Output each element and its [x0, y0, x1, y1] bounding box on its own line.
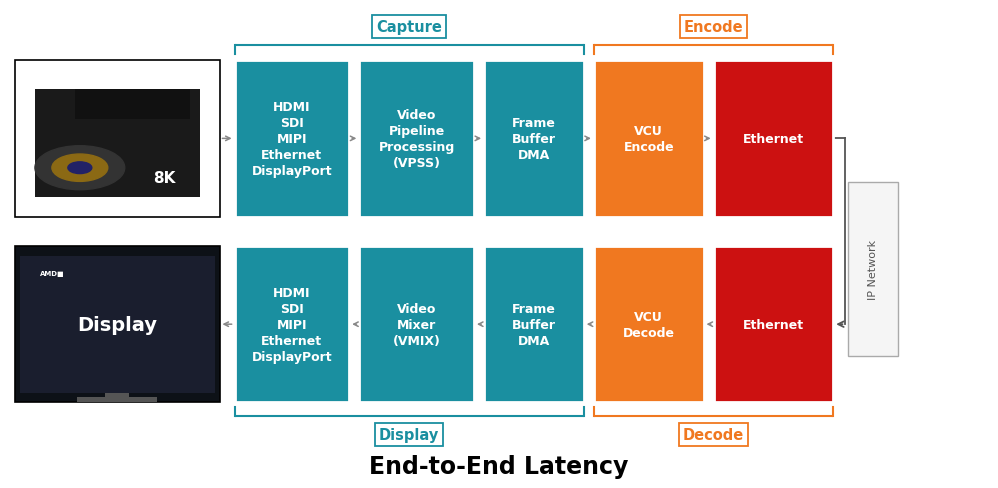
Bar: [484, 61, 584, 217]
Bar: [75, 90, 190, 120]
Circle shape: [52, 155, 108, 182]
Bar: [359, 61, 474, 217]
Text: HDMI
SDI
MIPI
Ethernet
DisplayPort: HDMI SDI MIPI Ethernet DisplayPort: [251, 286, 332, 363]
Bar: [359, 246, 474, 403]
Bar: [35, 90, 200, 198]
Bar: [594, 61, 704, 217]
Bar: [235, 246, 349, 403]
Text: Display: Display: [379, 427, 439, 442]
Bar: [235, 61, 349, 217]
Bar: [77, 397, 157, 403]
Bar: [15, 246, 220, 403]
Bar: [594, 246, 704, 403]
Bar: [106, 393, 130, 403]
Text: Capture: Capture: [376, 20, 442, 35]
Circle shape: [35, 146, 125, 190]
Text: 8K: 8K: [154, 171, 176, 185]
Text: Video
Mixer
(VMIX): Video Mixer (VMIX): [393, 302, 440, 347]
Bar: [714, 246, 833, 403]
Text: Display: Display: [77, 315, 158, 334]
Circle shape: [68, 163, 92, 174]
Text: HDMI
SDI
MIPI
Ethernet
DisplayPort: HDMI SDI MIPI Ethernet DisplayPort: [251, 101, 332, 178]
Bar: [20, 256, 215, 393]
Text: AMD■: AMD■: [40, 270, 65, 276]
Bar: [484, 246, 584, 403]
Text: VCU
Encode: VCU Encode: [624, 124, 674, 154]
Text: VCU
Decode: VCU Decode: [623, 310, 675, 339]
Text: End-to-End Latency: End-to-End Latency: [369, 454, 629, 478]
Text: Ethernet: Ethernet: [743, 133, 804, 145]
Bar: [15, 61, 220, 217]
Text: Ethernet: Ethernet: [743, 318, 804, 331]
Text: Encode: Encode: [684, 20, 744, 35]
Text: Video
Pipeline
Processing
(VPSS): Video Pipeline Processing (VPSS): [378, 109, 455, 169]
Text: IP Network: IP Network: [868, 240, 878, 300]
Text: Frame
Buffer
DMA: Frame Buffer DMA: [512, 117, 556, 162]
Bar: [848, 183, 898, 356]
Bar: [714, 61, 833, 217]
Text: Decode: Decode: [683, 427, 745, 442]
Text: Frame
Buffer
DMA: Frame Buffer DMA: [512, 302, 556, 347]
